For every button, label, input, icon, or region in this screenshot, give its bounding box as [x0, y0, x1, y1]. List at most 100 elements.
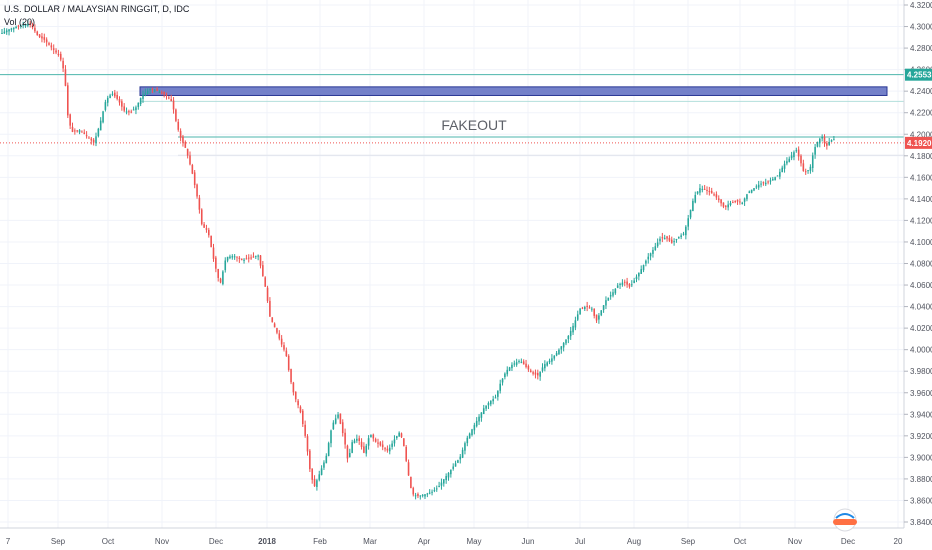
- candle-body: [612, 292, 614, 296]
- candle-body: [652, 249, 654, 254]
- candle-body: [734, 201, 736, 203]
- candle-body: [236, 256, 238, 258]
- y-tick-label: 3.8800: [910, 475, 932, 484]
- price-axis[interactable]: 4.32004.30004.28004.26004.24004.22004.20…: [904, 1, 932, 527]
- candle-body: [5, 30, 8, 33]
- candle-body: [146, 90, 149, 94]
- candle-body: [459, 456, 462, 460]
- candle-body: [20, 25, 22, 27]
- grid: [0, 0, 904, 528]
- candle-body: [299, 406, 302, 413]
- candles: [1, 19, 835, 500]
- candle-body: [736, 199, 739, 202]
- x-tick-label: Jun: [522, 537, 535, 546]
- candle-body: [508, 367, 511, 371]
- candle-body: [619, 283, 621, 285]
- candle-body: [720, 199, 722, 204]
- candle-body: [774, 177, 776, 181]
- annotations: [0, 74, 904, 156]
- candle-body: [642, 265, 645, 271]
- candle-body: [193, 172, 196, 186]
- candle-body: [428, 492, 431, 494]
- candle-body: [600, 310, 603, 316]
- candle-body: [247, 257, 250, 259]
- candle-body: [405, 446, 407, 461]
- candle-body: [287, 355, 290, 370]
- candle-body: [323, 462, 325, 468]
- candle-body: [339, 413, 342, 424]
- candle-body: [344, 432, 346, 445]
- candle-body: [381, 444, 384, 448]
- candle-body: [64, 69, 67, 86]
- candle-body: [205, 228, 208, 230]
- candle-body: [779, 171, 781, 177]
- candle-body: [656, 242, 659, 247]
- candle-body: [468, 433, 471, 439]
- candle-body: [151, 88, 154, 90]
- x-tick-label: May: [466, 537, 481, 546]
- candle-body: [158, 91, 161, 93]
- candle-body: [233, 256, 236, 258]
- candle-body: [682, 233, 685, 235]
- candle-body: [823, 136, 826, 144]
- time-axis[interactable]: 7 Sep Oct Nov Dec 2018 Feb Mar Apr May Jun Jul Aug Se…: [6, 537, 903, 546]
- candle-body: [501, 378, 504, 383]
- x-tick-label: Mar: [363, 537, 377, 546]
- x-tick-label: 2018: [258, 537, 276, 546]
- candle-body: [78, 130, 81, 133]
- candle-body: [356, 438, 358, 441]
- candle-body: [581, 307, 584, 309]
- candle-body: [273, 323, 276, 328]
- candle-body: [623, 281, 626, 283]
- x-tick-label: 20: [894, 537, 903, 546]
- candle-body: [464, 443, 466, 451]
- candle-body: [121, 101, 123, 107]
- candle-body: [447, 472, 450, 478]
- candle-body: [767, 181, 769, 183]
- candle-body: [17, 25, 20, 27]
- y-tick-label: 4.0000: [910, 346, 932, 355]
- x-tick-label: Aug: [627, 537, 641, 546]
- candle-body: [699, 188, 701, 193]
- candle-body: [370, 435, 372, 438]
- candle-body: [572, 325, 574, 333]
- candle-body: [67, 85, 69, 116]
- candle-body: [219, 278, 222, 283]
- candle-body: [332, 422, 335, 430]
- candle-body: [264, 277, 266, 287]
- candle-body: [819, 138, 821, 144]
- y-tick-label: 4.2000: [910, 130, 932, 139]
- candle-body: [172, 100, 175, 110]
- candle-body: [826, 143, 828, 146]
- y-tick-label: 4.0600: [910, 281, 932, 290]
- candle-body: [475, 420, 478, 427]
- candle-body: [663, 237, 666, 240]
- candle-body: [647, 256, 650, 260]
- candle-body: [426, 493, 429, 495]
- candle-body: [161, 92, 163, 94]
- candle-body: [330, 430, 332, 444]
- candle-body: [222, 271, 224, 285]
- candle-body: [715, 194, 718, 198]
- candle-body: [341, 422, 344, 434]
- candle-body: [250, 257, 252, 259]
- candle-body: [710, 190, 713, 194]
- candle-body: [525, 363, 527, 367]
- candle-body: [398, 432, 400, 437]
- candle-body: [574, 320, 577, 328]
- candle-body: [569, 330, 572, 337]
- candle-body: [374, 439, 377, 442]
- candle-body: [802, 163, 805, 171]
- candle-body: [365, 445, 368, 454]
- candle-body: [492, 399, 494, 402]
- candle-body: [43, 37, 46, 40]
- candle-body: [3, 31, 6, 34]
- candle-body: [48, 43, 50, 45]
- candle-body: [654, 246, 657, 250]
- candle-body: [490, 400, 492, 405]
- candle-body: [212, 247, 215, 259]
- candle-body: [633, 280, 635, 284]
- candle-body: [391, 443, 393, 447]
- candle-body: [743, 198, 746, 202]
